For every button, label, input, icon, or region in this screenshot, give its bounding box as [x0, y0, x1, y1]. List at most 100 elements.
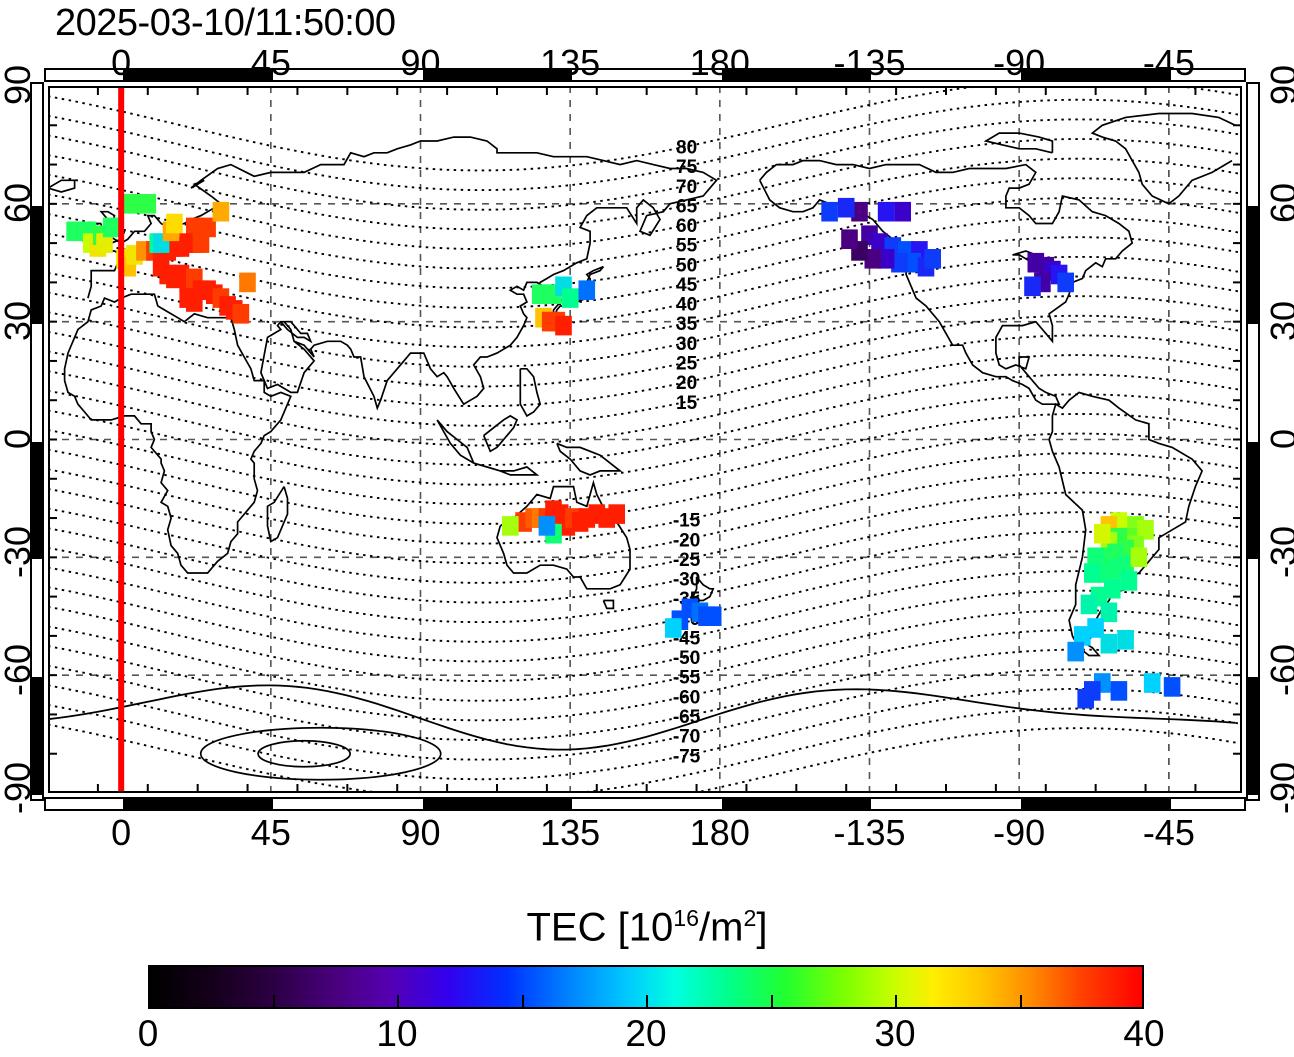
tec-cell — [1074, 626, 1091, 646]
colorbar-tick-label: 10 — [376, 1013, 418, 1054]
axis-checker-segment — [1248, 205, 1258, 324]
x-tick-label-top: -135 — [833, 42, 906, 83]
colorbar-tick — [770, 995, 773, 1007]
x-tick-label-bottom: 0 — [111, 812, 132, 853]
tec-cell — [1080, 594, 1098, 615]
y-tick-label-right: 0 — [1263, 417, 1294, 461]
x-tick-label-bottom: 90 — [400, 812, 441, 853]
axis-checker-segment — [1021, 799, 1171, 809]
tec-map-plot: 80 75 70 65 60 55 50 45 40 35 30 25 20 15 -15 -20 -25 -30… — [48, 86, 1242, 793]
y-tick-label-left: -30 — [0, 526, 38, 579]
x-tick-label-bottom: 135 — [540, 812, 601, 853]
colorbar-tick — [646, 995, 648, 1007]
y-tick-label-right: -60 — [1263, 644, 1294, 697]
tec-cell — [1077, 688, 1094, 709]
geomag-label: -70 — [673, 727, 700, 748]
tec-cell — [877, 249, 895, 269]
tec-cell — [1087, 547, 1104, 568]
tec-cell — [851, 201, 868, 222]
tec-cell — [871, 233, 888, 253]
y-tick-label-left: 0 — [0, 428, 38, 449]
geomag-label: 55 — [676, 236, 698, 257]
tec-cell — [841, 229, 858, 249]
colorbar-label-end: ] — [756, 905, 768, 950]
left-axis-strip — [30, 82, 44, 801]
y-tick-label-right: 30 — [1263, 300, 1294, 341]
tec-cell — [1094, 523, 1111, 544]
x-tick-label-bottom: -135 — [833, 812, 906, 853]
tec-cell — [608, 504, 625, 524]
tec-cell — [1163, 677, 1181, 697]
colorbar-tick-label: 20 — [625, 1013, 667, 1054]
tec-cell — [1137, 520, 1154, 540]
geomag-label: -30 — [673, 570, 700, 591]
colorbar-exponent-2: 2 — [743, 905, 757, 931]
tec-cell — [538, 516, 556, 536]
tec-cell — [1117, 630, 1134, 650]
coastlines — [48, 112, 1236, 781]
geomag-label: -20 — [673, 530, 700, 551]
axis-checker-segment — [32, 677, 42, 795]
tec-cell — [1057, 272, 1074, 293]
geomag-label: 25 — [676, 354, 698, 375]
tec-cell — [821, 201, 838, 222]
x-tick-label-top: 0 — [111, 42, 132, 83]
tec-cell — [665, 618, 682, 638]
x-tick-label-bottom: -90 — [993, 812, 1046, 853]
geomag-label: 70 — [676, 177, 697, 198]
x-tick-label-bottom: 45 — [250, 812, 291, 853]
geomag-label: 20 — [676, 373, 697, 394]
tec-cell — [66, 221, 83, 242]
colorbar-tick-label: 0 — [137, 1013, 159, 1054]
geomag-label: 45 — [676, 275, 698, 296]
colorbar-exponent: 16 — [673, 905, 700, 931]
tec-cell — [1100, 602, 1118, 623]
tec-cell — [904, 252, 921, 273]
geomag-label: -50 — [673, 648, 700, 669]
x-tick-label-bottom: -45 — [1142, 812, 1195, 853]
tec-cell — [555, 315, 572, 336]
tec-cell — [1110, 681, 1128, 701]
tec-cell — [186, 292, 203, 312]
axis-checker-segment — [32, 441, 42, 560]
tec-cell — [864, 249, 882, 269]
tec-cell — [1120, 571, 1138, 591]
colorbar-tick — [521, 995, 524, 1007]
tec-cell — [239, 272, 256, 293]
tec-cell — [102, 217, 120, 238]
geomag-label: 15 — [676, 393, 698, 414]
colorbar-title: TEC [1016/m2] — [0, 905, 1294, 950]
colorbar-label-tail: /m — [699, 905, 744, 950]
tec-cell — [1143, 673, 1161, 693]
tec-cell — [199, 217, 216, 238]
geomag-label: 50 — [676, 255, 697, 276]
tec-cell — [212, 201, 230, 222]
y-tick-label-left: -60 — [0, 644, 38, 697]
y-tick-label-left: 90 — [0, 64, 38, 106]
axis-checker-segment — [1248, 441, 1258, 560]
page-title: 2025-03-10/11:50:00 — [55, 2, 396, 44]
geomag-label: -55 — [673, 668, 701, 689]
axis-checker-segment — [721, 799, 872, 809]
geomag-label: 75 — [676, 157, 698, 178]
axis-checker-segment — [1021, 70, 1171, 80]
tec-cell — [894, 201, 911, 222]
tec-cell — [139, 194, 157, 214]
tec-cell — [578, 280, 596, 300]
tec-cell — [186, 217, 203, 238]
geomag-label: 35 — [676, 314, 698, 335]
axis-checker-segment — [422, 70, 573, 80]
x-tick-label-top: -90 — [993, 42, 1046, 83]
y-tick-label-left: 60 — [0, 182, 38, 223]
colorbar-tick — [397, 995, 399, 1007]
geomag-label: -25 — [673, 550, 701, 571]
y-tick-label-left: -90 — [0, 761, 38, 814]
tec-cell — [1084, 563, 1101, 583]
tec-cell — [1024, 276, 1041, 297]
x-tick-label-bottom: 180 — [689, 812, 750, 853]
axis-checker-segment — [422, 799, 573, 809]
y-tick-label-right: 60 — [1263, 182, 1294, 223]
axis-checker-segment — [721, 70, 872, 80]
colorbar-label-main: TEC [10 — [526, 905, 674, 950]
